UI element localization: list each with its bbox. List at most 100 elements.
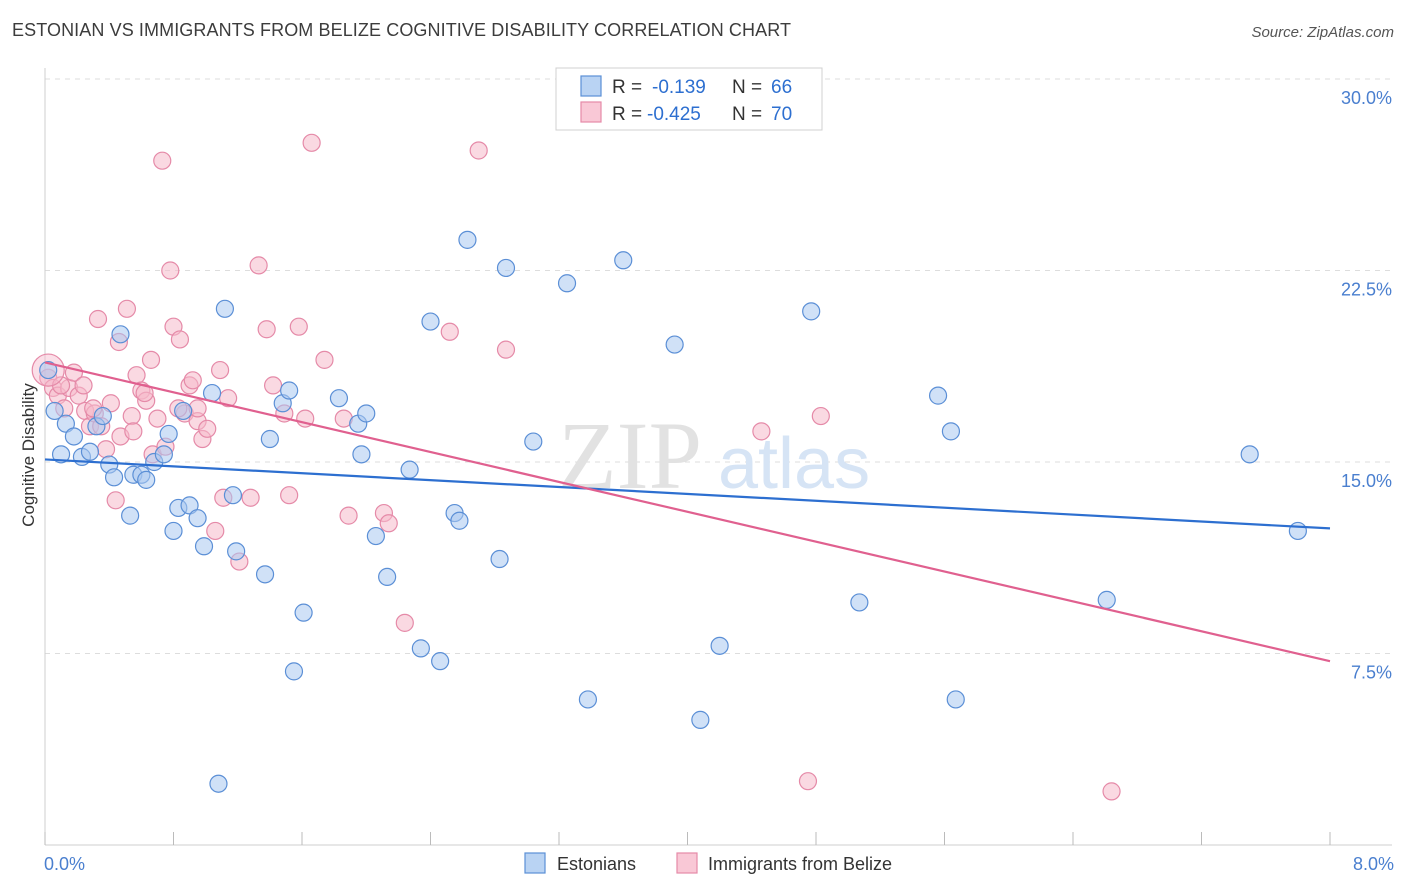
- estonians-point: [496, 258, 516, 278]
- estonians-point: [357, 404, 376, 423]
- estonians-point: [260, 429, 279, 449]
- belize-point: [161, 261, 180, 280]
- belize-point: [811, 406, 830, 426]
- estonians-point: [1097, 590, 1116, 609]
- estonians-point: [802, 302, 821, 321]
- estonians-point: [223, 486, 243, 505]
- belize-point: [88, 309, 108, 329]
- estonians-point: [400, 460, 419, 479]
- series-estonians-points: [39, 230, 1307, 793]
- legend-r-value-estonians: -0.139: [652, 77, 706, 98]
- belize-point: [280, 486, 299, 505]
- estonians-point: [294, 603, 313, 622]
- estonians-point: [431, 652, 450, 671]
- legend-r-label-belize: R =: [612, 104, 642, 125]
- chart-source: Source: ZipAtlas.com: [1251, 24, 1394, 41]
- estonians-point: [93, 406, 112, 426]
- x-tick-label: 8.0%: [1353, 854, 1394, 874]
- estonians-point: [850, 593, 869, 612]
- belize-point: [302, 133, 321, 152]
- estonians-trend-line: [44, 458, 1331, 530]
- estonians-point: [1240, 445, 1259, 464]
- belize-point: [249, 256, 268, 275]
- belize-point: [183, 371, 202, 390]
- belize-point: [148, 409, 167, 428]
- belize-point: [219, 389, 238, 408]
- estonians-point: [941, 422, 961, 441]
- legend-bottom-label-belize: Immigrants from Belize: [708, 854, 892, 874]
- belize-point: [752, 422, 771, 441]
- belize-point: [395, 613, 414, 632]
- belize-point: [198, 419, 217, 438]
- belize-point: [96, 440, 116, 459]
- estonians-point: [578, 690, 598, 709]
- estonians-point: [710, 636, 729, 655]
- estonians-point: [557, 274, 577, 293]
- belize-point: [206, 521, 225, 541]
- belize-point: [141, 350, 161, 369]
- legend-n-value-estonians: 66: [771, 77, 792, 98]
- estonians-point: [64, 427, 84, 446]
- legend-bottom: Estonians Immigrants from Belize: [524, 852, 892, 874]
- belize-point: [170, 330, 190, 349]
- estonians-point: [280, 381, 299, 400]
- estonians-point: [614, 251, 633, 270]
- y-tick-label: 22.5%: [1341, 280, 1392, 300]
- estonians-point: [1288, 521, 1307, 541]
- belize-point: [379, 514, 398, 533]
- legend-bottom-label-estonians: Estonians: [557, 854, 636, 874]
- estonians-point: [352, 445, 371, 464]
- belize-point: [210, 360, 230, 380]
- estonians-point: [45, 401, 64, 421]
- estonians-point: [450, 511, 469, 530]
- watermark-atlas: atlas: [718, 424, 870, 504]
- belize-point: [241, 488, 260, 507]
- belize-point: [440, 322, 459, 341]
- belize-point: [124, 422, 143, 441]
- belize-point: [263, 376, 283, 395]
- x-tick-labels: 0.0% 8.0%: [44, 854, 1394, 874]
- belize-point: [496, 340, 516, 359]
- estonians-point: [329, 389, 349, 408]
- belize-point: [117, 299, 137, 318]
- estonians-point: [366, 526, 385, 546]
- legend-r-label-estonians: R =: [612, 77, 642, 98]
- estonians-point: [665, 335, 684, 354]
- x-tick-label: 0.0%: [44, 854, 85, 874]
- estonians-point: [137, 470, 156, 489]
- legend-r-value-belize: -0.425: [647, 104, 701, 125]
- legend-swatch-belize: [580, 101, 602, 123]
- estonians-point: [121, 506, 140, 525]
- estonians-point: [194, 537, 214, 556]
- legend-top: R = -0.139 N = 66 R = -0.425 N = 70: [555, 67, 823, 131]
- estonians-point: [284, 662, 304, 681]
- legend-n-value-belize: 70: [771, 104, 792, 125]
- estonians-point: [490, 549, 509, 569]
- y-tick-label: 7.5%: [1351, 663, 1392, 683]
- legend-swatch-estonians: [580, 75, 602, 97]
- legend-n-label-belize: N =: [732, 104, 762, 125]
- estonians-point: [411, 639, 430, 658]
- trend-lines: [44, 361, 1331, 663]
- belize-point: [106, 491, 125, 510]
- chart-title: ESTONIAN VS IMMIGRANTS FROM BELIZE COGNI…: [12, 20, 792, 40]
- legend-n-label-estonians: N =: [732, 77, 762, 98]
- belize-point: [74, 376, 93, 395]
- estonians-point: [111, 325, 130, 344]
- belize-point: [257, 320, 276, 339]
- estonians-point: [946, 690, 965, 709]
- series-belize-points: [31, 133, 1121, 801]
- estonians-point: [164, 521, 183, 541]
- legend-bottom-swatch-belize: [676, 852, 698, 874]
- estonians-point: [215, 299, 234, 318]
- estonians-point: [51, 445, 71, 464]
- estonians-point: [421, 312, 440, 331]
- belize-trend-line: [44, 361, 1331, 663]
- estonians-point: [159, 424, 178, 444]
- estonians-point: [188, 509, 207, 528]
- belize-point: [798, 772, 818, 791]
- estonians-point: [928, 386, 948, 405]
- belize-point: [153, 151, 172, 170]
- y-tick-labels: 7.5% 15.0% 22.5% 30.0%: [1341, 88, 1392, 683]
